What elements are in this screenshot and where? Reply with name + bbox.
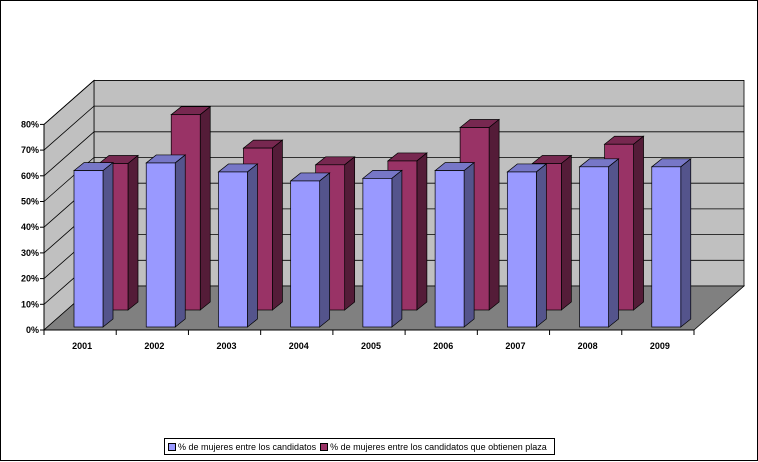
y-tick-label: 0% <box>26 325 39 335</box>
bar-series-1 <box>218 171 248 328</box>
bar-series-1-side <box>319 172 331 328</box>
y-tick-label: 10% <box>21 299 39 309</box>
legend: % de mujeres entre los candidatos % de m… <box>164 438 555 455</box>
y-tick-label: 40% <box>21 222 39 232</box>
legend-item-series-1: % de mujeres entre los candidatos <box>168 442 316 452</box>
bar-series-1 <box>434 170 465 328</box>
bar-series-2-side <box>272 139 283 311</box>
y-tick-label: 30% <box>21 248 39 258</box>
x-tick-label: 2006 <box>433 341 453 351</box>
legend-swatch-series-1 <box>168 442 176 451</box>
bar-series-1-side <box>174 154 186 328</box>
x-tick-label: 2001 <box>72 341 92 351</box>
x-tick-label: 2008 <box>578 341 598 351</box>
y-tick-label: 60% <box>21 171 39 181</box>
bar-series-2-side <box>416 152 428 311</box>
bar-series-1 <box>506 171 537 328</box>
x-tick-label: 2003 <box>217 341 237 351</box>
bar-series-1-side <box>680 158 692 328</box>
x-tick-label: 2007 <box>505 341 525 351</box>
gridline <box>43 80 744 125</box>
bar-series-1-side <box>463 161 475 328</box>
legend-label-series-1: % de mujeres entre los candidatos <box>178 441 317 452</box>
legend-label-series-2: % de mujeres entre los candidatos que ob… <box>330 441 547 452</box>
bar-series-2-side <box>127 154 139 311</box>
bar-series-1 <box>145 162 176 328</box>
bar-series-1 <box>579 166 609 328</box>
bar-series-1 <box>651 166 682 328</box>
bar-series-1-side <box>535 163 547 328</box>
bar-series-1-side <box>391 169 403 328</box>
y-tick-label: 50% <box>21 197 39 207</box>
bar-series-2-side <box>560 154 572 311</box>
bar-series-1 <box>73 170 104 328</box>
y-tick-label: 80% <box>21 119 39 129</box>
gridline <box>43 131 744 177</box>
x-tick-label: 2002 <box>144 341 164 351</box>
bar-series-2-side <box>488 118 500 311</box>
bar-series-1-side <box>102 161 114 328</box>
legend-item-series-2: % de mujeres entre los candidatos que ob… <box>320 442 547 452</box>
legend-swatch-series-2 <box>320 442 329 451</box>
x-tick-label: 2005 <box>361 341 381 351</box>
bar-series-1-side <box>608 158 619 328</box>
bar-series-2-side <box>199 105 211 311</box>
x-tick-label: 2004 <box>289 341 309 351</box>
bar-series-1-side <box>247 163 258 328</box>
bar-series-1 <box>290 180 321 328</box>
gridline <box>43 157 744 202</box>
bar-series-1 <box>362 178 393 328</box>
y-tick-label: 20% <box>21 274 39 284</box>
x-tick-label: 2009 <box>650 341 670 351</box>
bar-series-2-side <box>344 156 356 311</box>
bar-series-2-side <box>633 135 644 311</box>
y-tick-label: 70% <box>21 145 39 155</box>
gridline <box>43 105 744 151</box>
